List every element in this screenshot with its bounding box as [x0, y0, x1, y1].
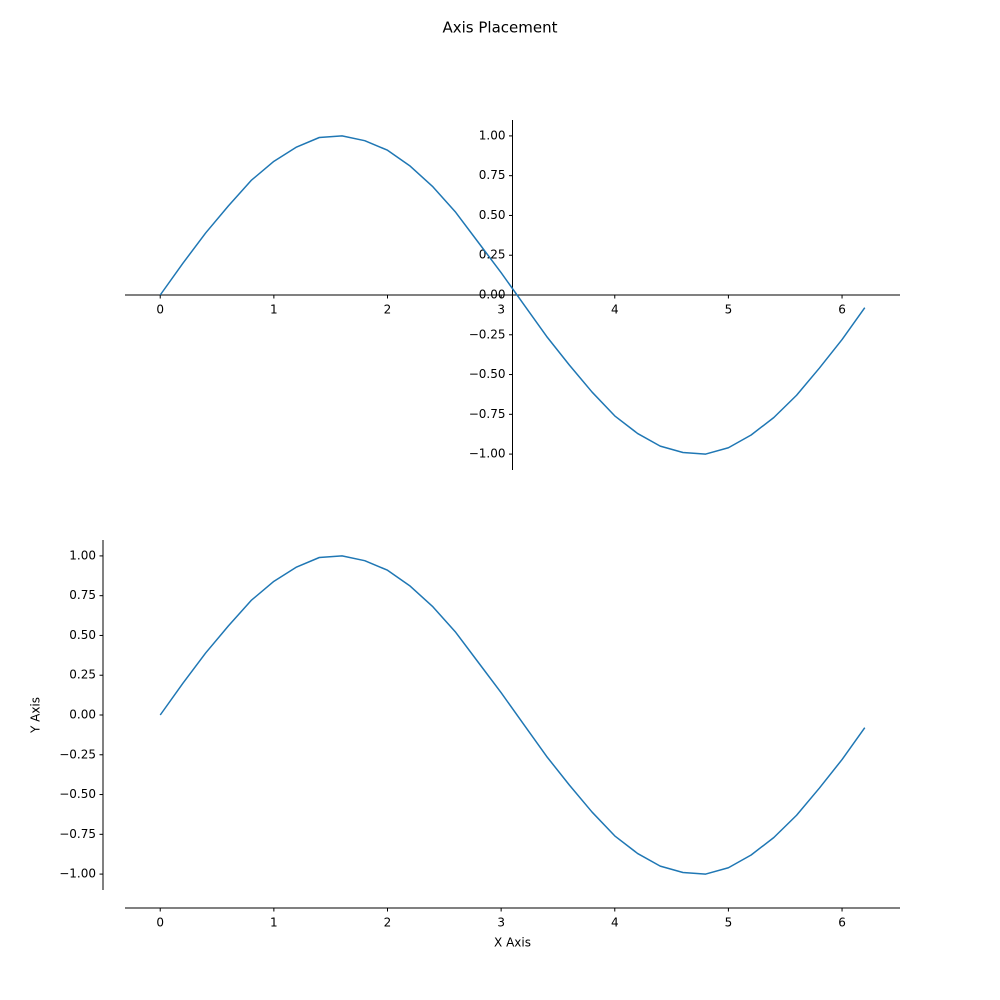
data-line	[159, 555, 866, 875]
x-tick-label: 2	[384, 303, 392, 317]
x-axis-label: X Axis	[494, 936, 531, 950]
y-tick-label: 0.25	[69, 668, 96, 682]
y-tick-label: −0.50	[469, 367, 506, 381]
y-tick-label: 1.00	[69, 548, 96, 562]
x-tick-label: 1	[270, 916, 278, 930]
x-tick-label: 2	[384, 916, 392, 930]
x-tick-label: 3	[497, 916, 505, 930]
y-tick-label: −0.75	[59, 827, 96, 841]
y-axis-label: Y Axis	[29, 697, 43, 734]
y-tick-label: 0.00	[479, 288, 506, 302]
y-tick-label: 0.50	[69, 628, 96, 642]
y-tick-label: 0.75	[479, 168, 506, 182]
y-tick-label: −0.25	[469, 327, 506, 341]
x-tick-label: 0	[156, 303, 164, 317]
y-tick-label: −0.75	[469, 407, 506, 421]
y-tick-label: 0.00	[69, 708, 96, 722]
data-line	[159, 135, 866, 455]
x-tick-label: 3	[497, 303, 505, 317]
y-tick-label: 0.75	[69, 588, 96, 602]
y-tick-label: −1.00	[59, 867, 96, 881]
x-tick-label: 0	[156, 916, 164, 930]
y-tick-label: −1.00	[469, 447, 506, 461]
x-tick-label: 6	[838, 303, 846, 317]
x-tick-label: 4	[611, 916, 619, 930]
y-tick-label: −0.25	[59, 747, 96, 761]
y-tick-label: 0.50	[479, 208, 506, 222]
x-tick-label: 5	[725, 916, 733, 930]
x-tick-label: 6	[838, 916, 846, 930]
figure-title: Axis Placement	[443, 19, 558, 37]
y-tick-label: 1.00	[479, 128, 506, 142]
x-tick-label: 5	[725, 303, 733, 317]
y-tick-label: −0.50	[59, 787, 96, 801]
x-tick-label: 1	[270, 303, 278, 317]
x-tick-label: 4	[611, 303, 619, 317]
